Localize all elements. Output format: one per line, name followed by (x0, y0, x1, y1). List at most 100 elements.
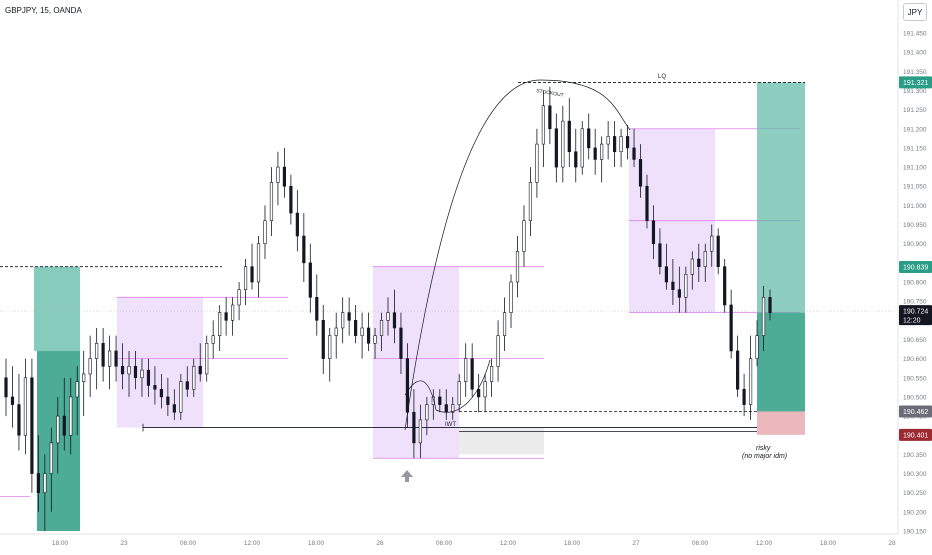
candle-body[interactable] (95, 342, 99, 359)
candle-body[interactable] (664, 266, 669, 283)
candle-body[interactable] (671, 281, 675, 290)
candle-body[interactable] (75, 381, 79, 398)
candle-body[interactable] (256, 243, 261, 283)
candle-body[interactable] (477, 388, 481, 398)
candle-body[interactable] (483, 381, 487, 398)
candle-body[interactable] (645, 185, 649, 222)
candle-body[interactable] (431, 396, 435, 405)
candle-body[interactable] (619, 136, 623, 153)
candle-body[interactable] (677, 289, 681, 298)
candle-body[interactable] (56, 415, 60, 444)
candle-body[interactable] (412, 411, 416, 444)
candle-body[interactable] (10, 396, 15, 405)
candle-body[interactable] (392, 312, 397, 329)
candle-body[interactable] (470, 358, 474, 390)
candle-body[interactable] (509, 281, 513, 313)
candle-body[interactable] (49, 442, 53, 474)
candle-body[interactable] (580, 128, 584, 168)
candle-body[interactable] (146, 369, 151, 386)
candle-body[interactable] (88, 358, 92, 375)
candle-body[interactable] (600, 143, 604, 160)
candle-body[interactable] (172, 404, 176, 413)
candle-body[interactable] (502, 312, 507, 336)
candle-body[interactable] (166, 396, 170, 405)
candle-body[interactable] (269, 182, 274, 222)
candle-body[interactable] (658, 243, 662, 267)
candle-body[interactable] (418, 419, 422, 444)
candle-body[interactable] (62, 415, 66, 436)
candle-body[interactable] (703, 251, 707, 267)
candle-body[interactable] (768, 297, 772, 313)
candle-body[interactable] (30, 377, 34, 474)
candle-body[interactable] (295, 212, 299, 237)
candle-body[interactable] (587, 128, 591, 149)
candle-body[interactable] (211, 335, 215, 344)
candle-body[interactable] (205, 342, 209, 375)
candle-body[interactable] (185, 381, 189, 390)
candle-body[interactable] (334, 327, 338, 336)
candle-body[interactable] (574, 151, 578, 168)
candle-body[interactable] (755, 335, 759, 359)
candle-body[interactable] (127, 365, 131, 375)
candle-body[interactable] (457, 381, 461, 405)
candle-body[interactable] (690, 258, 694, 275)
candle-body[interactable] (716, 235, 720, 267)
candle-body[interactable] (159, 388, 163, 398)
candle-body[interactable] (748, 358, 753, 405)
candle-body[interactable] (250, 266, 254, 283)
candle-body[interactable] (263, 220, 267, 244)
candle-body[interactable] (438, 396, 442, 405)
candle-body[interactable] (347, 312, 351, 321)
currency-button[interactable]: JPY (903, 3, 927, 21)
candle-body[interactable] (354, 320, 358, 336)
candle-body[interactable] (360, 327, 364, 336)
candle-body[interactable] (386, 312, 390, 321)
candle-body[interactable] (341, 312, 345, 329)
candle-body[interactable] (606, 136, 610, 145)
candle-body[interactable] (729, 304, 733, 352)
candle-body[interactable] (651, 220, 656, 244)
candle-body[interactable] (515, 251, 520, 283)
candle-body[interactable] (192, 365, 196, 390)
candle-body[interactable] (567, 120, 571, 153)
candle-body[interactable] (425, 404, 429, 421)
candle-body[interactable] (451, 404, 455, 413)
candle-body[interactable] (315, 297, 319, 321)
candle-body[interactable] (36, 473, 40, 493)
candle-body[interactable] (405, 358, 410, 413)
symbol-title[interactable]: GBPJPY, 15, OANDA (5, 6, 82, 15)
candle-body[interactable] (107, 350, 112, 367)
candle-body[interactable] (237, 289, 241, 306)
candle-body[interactable] (308, 262, 312, 298)
candle-body[interactable] (625, 136, 630, 149)
candle-body[interactable] (528, 182, 533, 222)
candle-body[interactable] (379, 320, 384, 336)
candle-body[interactable] (723, 266, 727, 306)
candle-body[interactable] (366, 327, 371, 344)
candle-body[interactable] (231, 304, 235, 321)
candle-body[interactable] (4, 377, 8, 398)
candle-body[interactable] (302, 235, 306, 264)
candle-body[interactable] (373, 335, 377, 344)
candle-body[interactable] (224, 312, 228, 321)
candle-body[interactable] (496, 335, 500, 367)
candle-body[interactable] (243, 266, 248, 290)
candle-body[interactable] (742, 388, 746, 405)
candle-body[interactable] (613, 136, 617, 153)
candle-body[interactable] (120, 365, 125, 375)
candle-body[interactable] (489, 365, 494, 382)
candle-body[interactable] (561, 120, 565, 168)
candle-body[interactable] (541, 105, 545, 145)
candle-body[interactable] (548, 105, 552, 130)
candle-body[interactable] (464, 358, 468, 382)
candle-body[interactable] (23, 377, 28, 436)
candle-body[interactable] (638, 159, 643, 187)
candle-body[interactable] (101, 342, 105, 367)
candle-body[interactable] (522, 220, 526, 252)
candle-body[interactable] (736, 350, 740, 390)
candle-body[interactable] (444, 404, 448, 413)
candle-body[interactable] (535, 143, 539, 183)
candle-body[interactable] (276, 166, 280, 183)
candle-body[interactable] (632, 147, 636, 160)
